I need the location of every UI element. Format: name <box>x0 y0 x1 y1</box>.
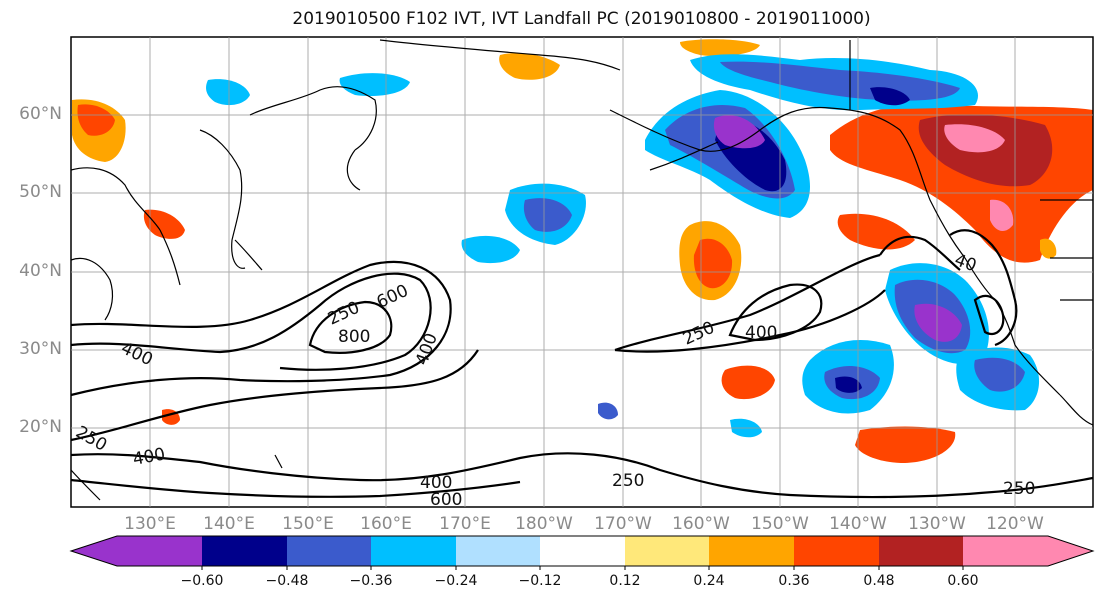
lon-label: 130°E <box>124 514 176 534</box>
lat-label: 30°N <box>19 339 62 359</box>
colorbar-tick-label: −0.36 <box>349 573 393 589</box>
contour-label: 400 <box>420 473 452 493</box>
contour-label: 400 <box>745 323 777 343</box>
lon-label: 130°W <box>908 514 966 534</box>
lon-label: 150°E <box>282 514 334 534</box>
colorbar <box>69 535 1095 570</box>
colorbar-tick-label: 0.60 <box>947 573 979 589</box>
lon-label: 150°W <box>751 514 809 534</box>
contour-label: 600 <box>374 281 412 313</box>
lon-label: 180°W <box>515 514 573 534</box>
colorbar-tick-label: 0.36 <box>778 573 810 589</box>
map-title: 2019010500 F102 IVT, IVT Landfall PC (20… <box>292 9 871 29</box>
lat-label: 40°N <box>19 261 62 281</box>
colorbar-tick-label: −0.60 <box>180 573 224 589</box>
lat-label: 60°N <box>19 104 62 124</box>
ivt-contours <box>70 229 1094 499</box>
contour-label: 400 <box>131 444 166 469</box>
map-frame <box>70 36 1094 508</box>
contour-label: 250 <box>612 471 644 491</box>
colorbar-tick-label: −0.48 <box>265 573 309 589</box>
contour-label: 600 <box>430 490 462 510</box>
contour-label: 400 <box>412 331 442 368</box>
coastlines <box>70 39 1094 501</box>
lat-label: 50°N <box>19 182 62 202</box>
contour-labels: 250 600 800 400 400 250 400 40 250 400 6… <box>72 250 1035 510</box>
contour-label: 250 <box>1003 479 1035 499</box>
lon-label: 160°W <box>672 514 730 534</box>
contour-label: 250 <box>680 318 718 350</box>
colorbar-tick-label: 0.48 <box>863 573 895 589</box>
colorbar-tick-label: −0.12 <box>518 573 562 589</box>
lat-label: 20°N <box>19 417 62 437</box>
lon-label: 170°E <box>439 514 491 534</box>
lon-label: 140°E <box>203 514 255 534</box>
lon-label: 160°E <box>360 514 412 534</box>
contour-label: 250 <box>72 422 110 456</box>
contour-label: 800 <box>338 327 370 347</box>
colorbar-tick-label: −0.24 <box>434 573 478 589</box>
lon-label: 170°W <box>594 514 652 534</box>
lon-label: 140°W <box>829 514 887 534</box>
lon-label: 120°W <box>986 514 1044 534</box>
colorbar-tick-label: 0.24 <box>693 573 725 589</box>
positive-anomaly-fill <box>72 39 1093 463</box>
colorbar-tick-label: 0.12 <box>609 573 641 589</box>
